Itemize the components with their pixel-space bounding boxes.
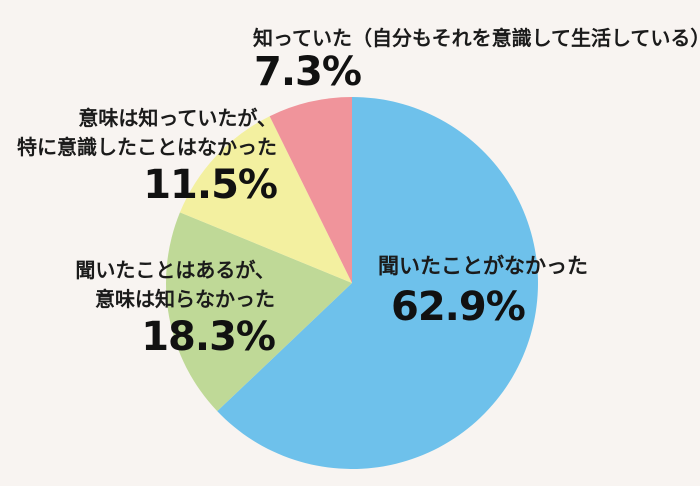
pie-slice-green — [166, 212, 352, 412]
slice-value-blue: 62.9% — [391, 284, 526, 330]
slice-label-green-line2: 意味は知らなかった — [95, 287, 275, 311]
slice-label-red: 知っていた（自分もそれを意識して生活している） — [253, 26, 700, 50]
slice-label-yellow-line1: 意味は知っていたが、 — [78, 106, 277, 130]
slice-label-yellow-line2: 特に意識したことはなかった — [17, 135, 277, 159]
slice-value-red: 7.3% — [254, 49, 362, 95]
slice-label-green-line1: 聞いたことはあるが、 — [75, 258, 275, 282]
slice-value-green: 18.3% — [141, 314, 276, 360]
pie-slice-yellow — [179, 116, 352, 283]
pie-slice-red — [269, 97, 352, 283]
slice-label-block-green: 聞いたことはあるが、 意味は知らなかった 18.3% — [75, 256, 276, 360]
slice-label-blue: 聞いたことがなかった — [378, 254, 588, 278]
pie-slice-blue — [217, 97, 538, 469]
slice-label-block-yellow: 意味は知っていたが、 特に意識したことはなかった 11.5% — [17, 104, 278, 208]
slice-value-yellow: 11.5% — [143, 162, 278, 208]
